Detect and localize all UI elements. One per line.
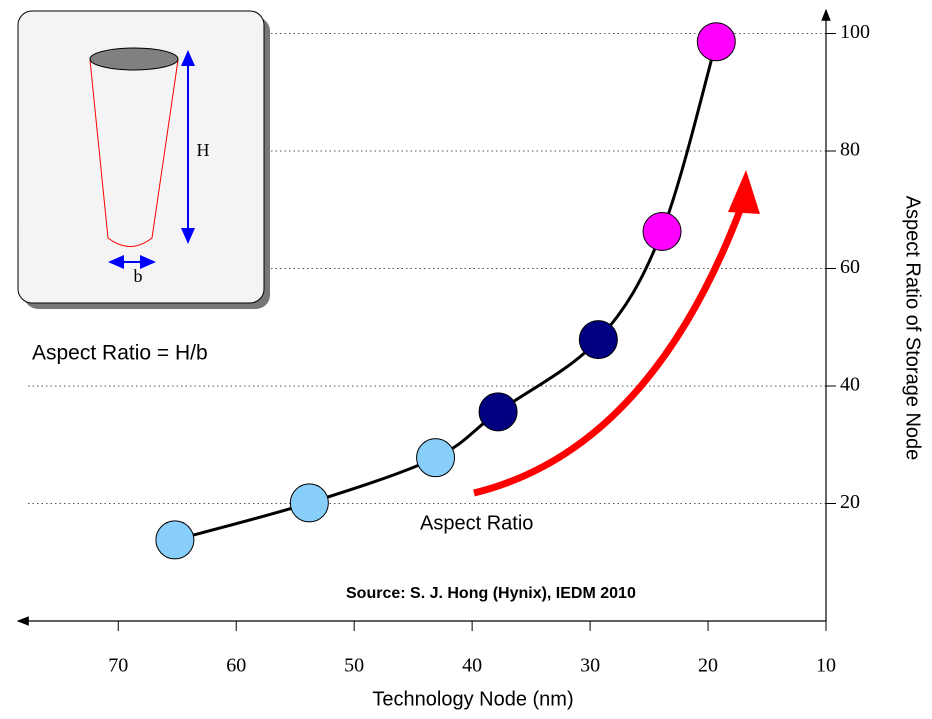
point [289, 483, 329, 523]
y-tick-label: 20 [840, 491, 860, 513]
x-tick-label: 20 [698, 655, 718, 677]
point [642, 211, 682, 251]
y-tick-label: 60 [840, 256, 860, 278]
x-tick-label: 60 [226, 655, 246, 677]
y-tick-label: 100 [840, 21, 870, 43]
inset-box [17, 10, 265, 304]
y-axis-label: Aspect Ratio of Storage Node [902, 196, 924, 461]
y-tick-label: 80 [840, 139, 860, 161]
point [478, 392, 518, 432]
x-tick-label: 70 [108, 655, 128, 677]
point [696, 22, 736, 62]
source: Source: S. J. Hong (Hynix), IEDM 2010 [346, 585, 636, 602]
point [578, 320, 618, 360]
cone-top [89, 47, 179, 71]
x-tick-label: 40 [462, 655, 482, 677]
x-tick-label: 30 [580, 655, 600, 677]
trend-label: Aspect Ratio [420, 512, 533, 534]
base-label: b [134, 266, 143, 286]
formula: Aspect Ratio = H/b [32, 342, 208, 365]
point [416, 438, 456, 478]
cone [89, 59, 179, 247]
trend-arrow-head [728, 170, 760, 214]
y-tick-label: 40 [840, 374, 860, 396]
inset: H b [17, 10, 270, 309]
x-tick-label: 10 [816, 655, 836, 677]
x-tick-label: 50 [344, 655, 364, 677]
height-label: H [197, 140, 210, 160]
x-axis-label: Technology Node (nm) [372, 688, 573, 710]
point [155, 520, 195, 560]
trend-arrow [473, 203, 746, 497]
